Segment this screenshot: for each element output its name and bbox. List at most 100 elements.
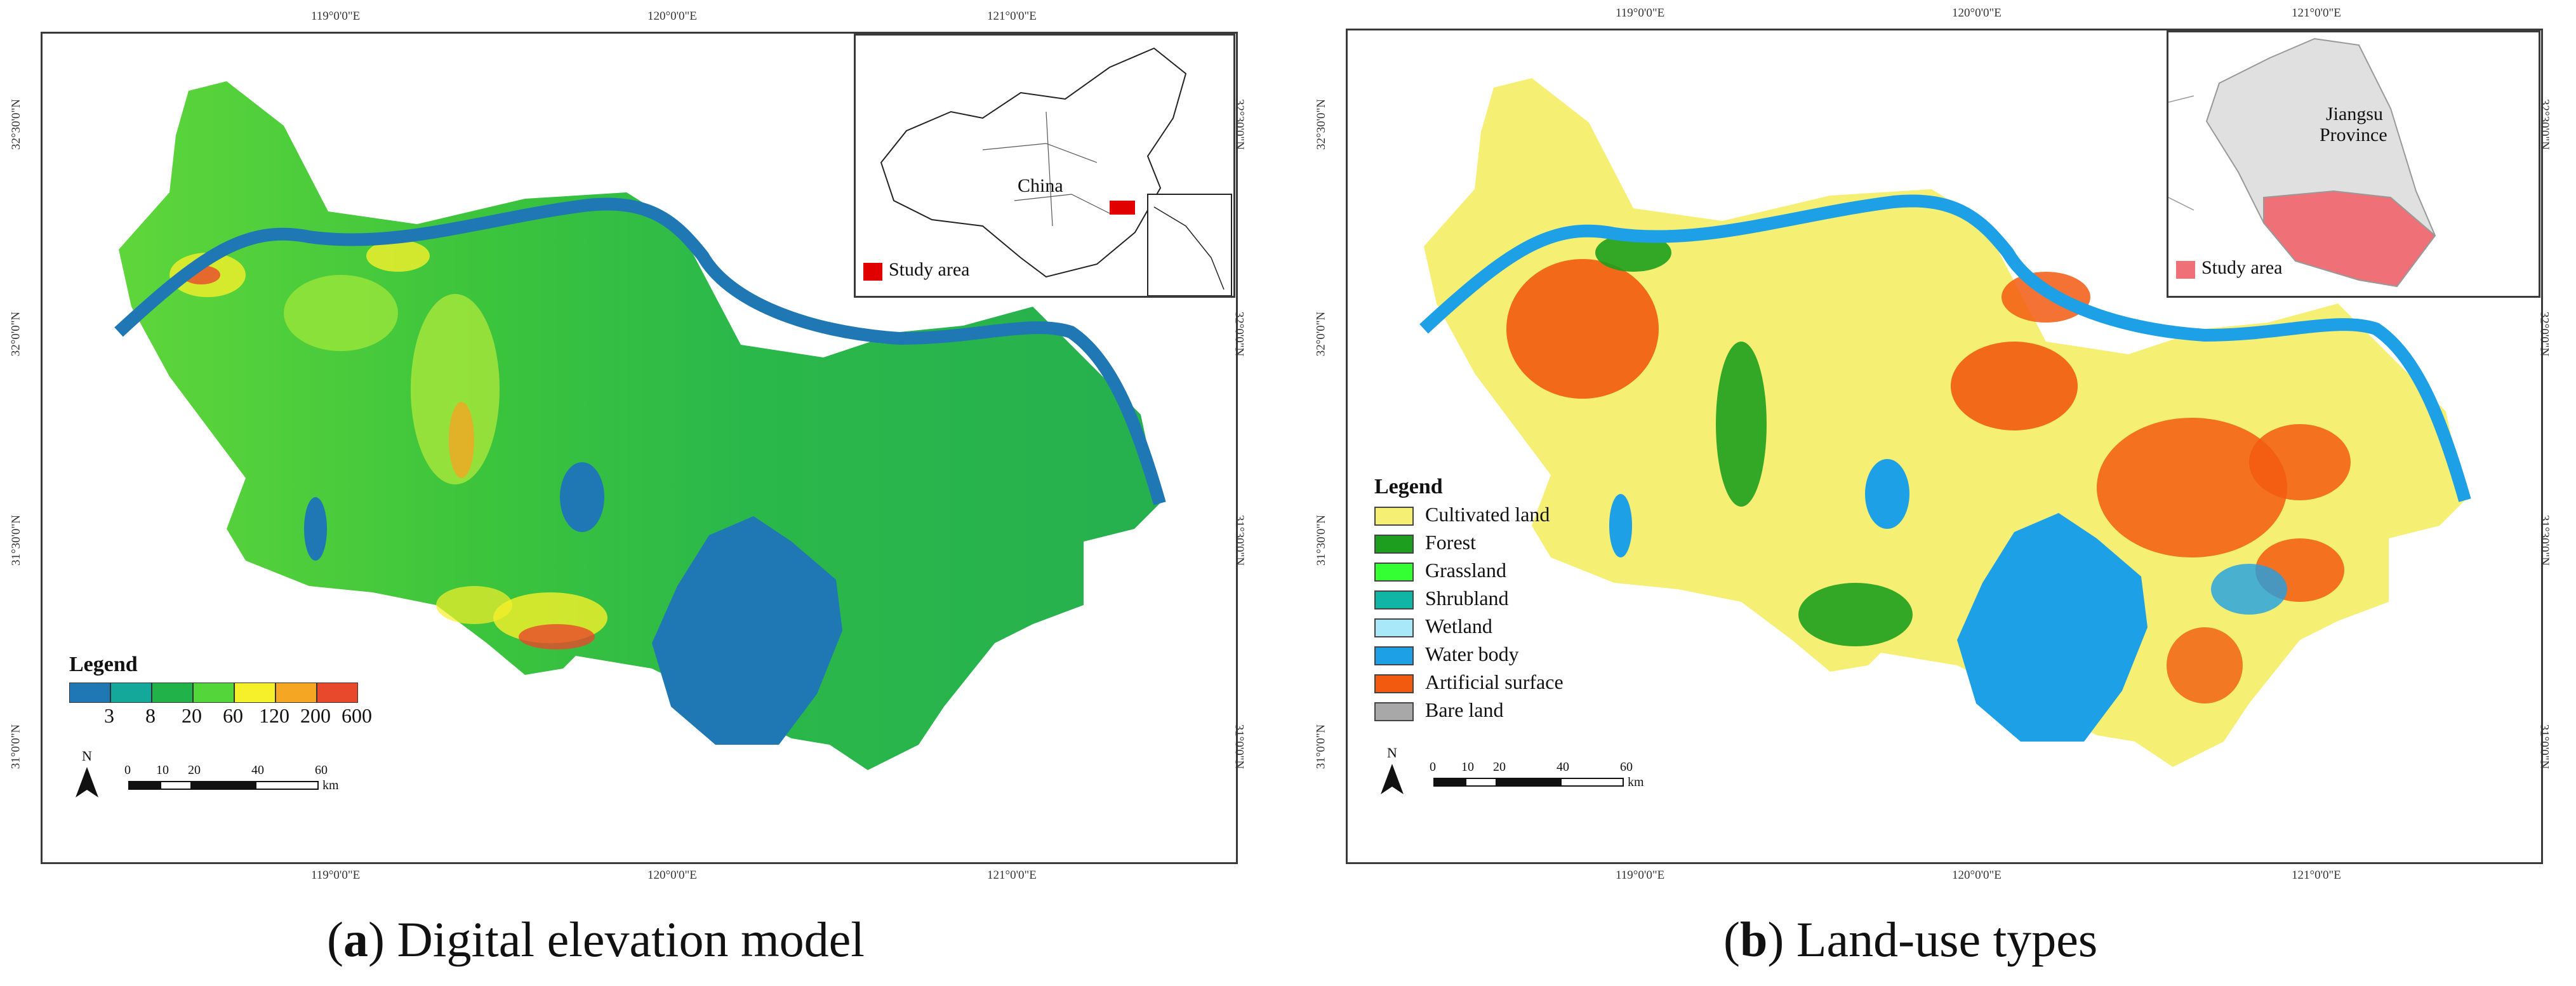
lon-tick-top: 119°0'0"E [1616, 6, 1665, 20]
legend-swatch [1374, 646, 1414, 665]
north-arrow-icon [1381, 764, 1404, 794]
legend-class-label: Cultivated land [1425, 503, 1550, 526]
legend-value-label: 120 [259, 704, 289, 727]
inset-jiangsu-label: Jiangsu [2326, 103, 2383, 124]
yangtze-river [114, 197, 1166, 505]
dem-map [114, 81, 1166, 770]
legend-class-label: Water body [1425, 643, 1519, 665]
scale-unit: km [1628, 775, 1644, 789]
taihu-lake [652, 516, 842, 745]
legend-swatch [1374, 563, 1414, 582]
lon-tick-bottom: 121°0'0"E [987, 869, 1037, 882]
inset-china: China Study area [854, 34, 1235, 298]
lon-tick-top: 120°0'0"E [1952, 6, 2002, 20]
north-arrow-icon [76, 767, 98, 797]
scale-segment [255, 781, 319, 790]
scale-label: 20 [188, 763, 201, 777]
legend-value-label: 60 [223, 704, 243, 727]
legend-title: Legend [69, 653, 138, 676]
lat-tick-left: 32°30'0"N [1315, 99, 1328, 150]
caption-letter: b [1739, 912, 1768, 967]
lat-tick-right: 32°30'0"N [2538, 99, 2551, 150]
legend-class-label: Wetland [1425, 615, 1492, 637]
taihu-lake [1957, 513, 2148, 742]
legend-title: Legend [1374, 475, 1443, 498]
scale-label: 60 [1620, 760, 1633, 774]
lat-tick-right: 31°30'0"N [2538, 515, 2551, 566]
legend-value-label: 3 [104, 704, 114, 727]
lat-tick-right: 32°0'0"N [1232, 311, 1246, 357]
scale-segment [192, 781, 255, 790]
legend-color-step [69, 683, 110, 703]
legend-color-step [152, 683, 193, 703]
lon-tick-top: 120°0'0"E [647, 10, 697, 23]
scale-segment [1433, 778, 1465, 787]
north-label: N [82, 748, 92, 764]
inset-jiangsu-label: Province [2320, 124, 2387, 145]
scale-segment [1465, 778, 1497, 787]
map-frame-dem: China Study area Legend 3 8 20 60 120 200 600 … [41, 32, 1238, 864]
scale-label: 60 [315, 763, 328, 777]
legend-class-label: Artificial surface [1425, 670, 1564, 693]
lon-tick-bottom: 119°0'0"E [311, 869, 361, 882]
lat-tick-right: 31°0'0"N [2537, 724, 2551, 769]
lat-tick-right: 31°30'0"N [1233, 515, 1246, 566]
lat-tick-left: 32°30'0"N [10, 99, 23, 150]
lon-tick-top: 121°0'0"E [987, 10, 1037, 23]
lat-tick-left: 31°0'0"N [1314, 724, 1328, 769]
scale-label: 0 [124, 763, 131, 777]
legend-color-step [193, 683, 234, 703]
study-area-highlight [2263, 190, 2436, 288]
legend-swatch [1374, 618, 1414, 637]
caption-text: Land-use types [1796, 912, 2098, 967]
scale-label: 40 [251, 763, 264, 777]
scale-segment [1497, 778, 1560, 787]
legend-color-step [276, 683, 317, 703]
scale-bar: 0 10 20 40 60 km [1430, 751, 1644, 796]
scale-label: 0 [1430, 760, 1436, 774]
lat-tick-left: 31°30'0"N [1315, 515, 1328, 566]
lon-tick-bottom: 120°0'0"E [647, 869, 697, 882]
lat-tick-right: 32°30'0"N [1233, 99, 1246, 150]
lon-tick-bottom: 121°0'0"E [2292, 869, 2341, 882]
lat-tick-left: 32°0'0"N [1314, 311, 1328, 357]
scale-segment [128, 781, 160, 790]
inset-china-label: China [1018, 175, 1063, 196]
inset-legend-label: Study area [2201, 257, 2283, 278]
lat-tick-left: 31°0'0"N [9, 724, 23, 769]
scale-label: 40 [1557, 760, 1569, 774]
scale-segment [160, 781, 192, 790]
scale-label: 10 [156, 763, 169, 777]
legend-class-label: Grassland [1425, 559, 1506, 582]
legend-color-step [234, 683, 276, 703]
lat-tick-right: 32°0'0"N [2537, 311, 2551, 357]
panel-landuse: Jiangsu Province Study area Legend Culti… [1301, 0, 2576, 986]
legend-swatch [1374, 674, 1414, 693]
map-frame-landuse: Jiangsu Province Study area Legend Culti… [1346, 29, 2543, 864]
legend-value-label: 20 [182, 704, 202, 727]
scale-unit: km [322, 778, 339, 792]
legend-value-label: 600 [342, 704, 372, 727]
north-label: N [1387, 745, 1397, 761]
lon-tick-top: 121°0'0"E [2292, 6, 2341, 20]
legend-color-step [317, 683, 358, 703]
study-area-swatch [863, 263, 882, 281]
legend-class-label: Bare land [1425, 698, 1504, 721]
landuse-map [1419, 78, 2471, 767]
lat-tick-right: 31°0'0"N [1232, 724, 1246, 769]
scale-label: 20 [1493, 760, 1506, 774]
study-area-shape [1424, 78, 2465, 767]
lon-tick-bottom: 120°0'0"E [1952, 869, 2002, 882]
inset-jiangsu: Jiangsu Province Study area [2167, 30, 2540, 298]
study-area-swatch [2176, 261, 2195, 279]
legend-class-label: Shrubland [1425, 587, 1509, 610]
scale-segment [1560, 778, 1624, 787]
caption-a: (a) Digital elevation model [327, 912, 865, 967]
lat-tick-left: 31°30'0"N [10, 515, 23, 566]
scale-label: 10 [1461, 760, 1474, 774]
inset-legend-label: Study area [889, 259, 970, 280]
legend-class-label: Forest [1425, 531, 1476, 554]
legend-swatch [1374, 590, 1414, 610]
lon-tick-top: 119°0'0"E [311, 10, 361, 23]
yangtze-river [1419, 194, 2471, 502]
